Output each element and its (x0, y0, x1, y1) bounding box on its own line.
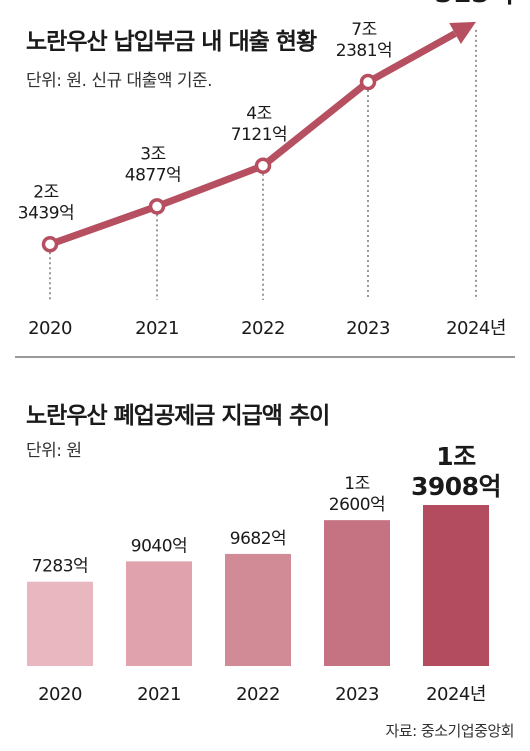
x-tick-label: 2020 (38, 684, 82, 705)
loan-line-chart: 2조3439억3조4877억4조7121억7조2381억9조515억202020… (18, 0, 514, 339)
x-tick-label: 2024년 (446, 318, 506, 339)
x-tick-label: 2021 (137, 684, 181, 705)
data-label: 2381억 (336, 41, 392, 61)
data-point (254, 157, 272, 175)
data-label: 4조 (246, 104, 271, 124)
bar (225, 553, 291, 666)
data-point (359, 73, 377, 91)
closure-chart-title: 노란우산 폐업공제금 지급액 추이 (26, 403, 330, 429)
x-tick-label: 2023 (346, 318, 390, 339)
bar (423, 505, 489, 666)
bar-value-label: 3908억 (411, 472, 501, 501)
bar (126, 561, 192, 666)
x-tick-label: 2023 (335, 684, 379, 705)
bar-value-label: 1조 (344, 474, 369, 494)
closure-chart-unit-note: 단위: 원 (26, 441, 82, 461)
section-divider (15, 356, 515, 358)
data-label: 2조 (33, 182, 58, 202)
data-label: 3439억 (18, 203, 74, 223)
data-label: 4877억 (125, 165, 181, 185)
loan-chart-unit-note: 단위: 원. 신규 대출액 기준. (26, 71, 213, 91)
bar-value-label: 9682억 (230, 529, 286, 549)
x-tick-label: 2021 (135, 318, 179, 339)
source-credit: 자료: 중소기업중앙회 (385, 722, 514, 740)
loan-chart-title: 노란우산 납입부금 내 대출 현황 (26, 29, 317, 55)
data-label: 515억 (434, 0, 513, 9)
data-label: 3조 (140, 144, 165, 164)
bar-value-label: 9040억 (131, 536, 187, 556)
bar (27, 581, 93, 666)
data-point (148, 198, 166, 215)
bar-value-label: 2600억 (329, 495, 385, 515)
data-label: 7121억 (231, 125, 287, 145)
x-tick-label: 2020 (28, 318, 72, 339)
x-tick-label: 2024년 (426, 684, 486, 705)
bar-value-label: 7283억 (32, 557, 88, 577)
data-point (41, 236, 59, 253)
bar (324, 520, 390, 666)
data-label: 7조 (351, 20, 376, 40)
x-tick-label: 2022 (236, 684, 280, 705)
arrowhead-marker (449, 21, 476, 45)
bar-value-label: 1조 (436, 442, 476, 471)
x-tick-label: 2022 (241, 318, 285, 339)
